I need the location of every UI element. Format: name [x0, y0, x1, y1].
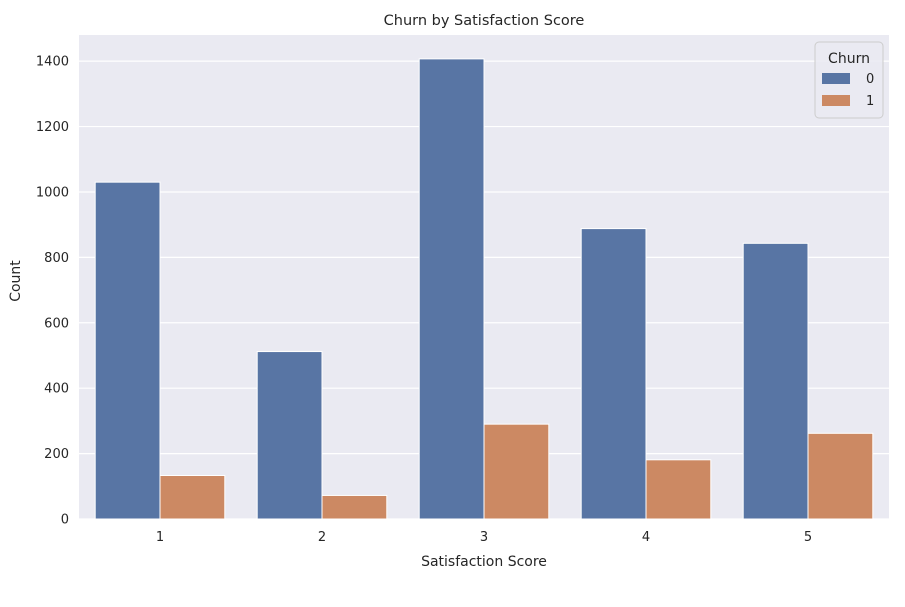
legend-swatch: [822, 73, 850, 84]
bar-score-2-churn-1: [321, 494, 388, 520]
bar-score-3-churn-1: [483, 423, 550, 520]
x-axis-ticks: 1 2 3 4 5: [156, 530, 812, 545]
bar-score-4-churn-0: [580, 228, 647, 520]
x-tick-label: 4: [642, 530, 650, 545]
x-tick-label: 2: [318, 530, 326, 545]
y-axis-ticks: 0 200 400 600 800 1000 1200 1400: [36, 55, 69, 528]
bar-score-5-churn-0: [742, 242, 809, 520]
legend-title: Churn: [828, 51, 870, 67]
y-tick-label: 1000: [36, 185, 69, 200]
x-axis-title: Satisfaction Score: [421, 554, 547, 570]
legend: Churn 0 1: [814, 41, 884, 119]
bars: [94, 58, 874, 520]
y-tick-label: 800: [44, 251, 69, 266]
y-tick-label: 200: [44, 447, 69, 462]
y-tick-label: 1400: [36, 55, 69, 70]
bar-score-4-churn-1: [645, 459, 712, 520]
x-tick-label: 5: [804, 530, 812, 545]
x-tick-label: 1: [156, 530, 164, 545]
legend-label: 1: [866, 94, 874, 109]
legend-swatch: [822, 95, 850, 106]
bar-score-2-churn-0: [256, 351, 323, 520]
legend-label: 0: [866, 72, 874, 87]
bar-score-5-churn-1: [807, 432, 874, 520]
y-axis-title: Count: [8, 260, 24, 302]
bar-score-3-churn-0: [418, 58, 485, 520]
y-tick-label: 600: [44, 316, 69, 331]
y-tick-label: 400: [44, 382, 69, 397]
y-tick-label: 0: [61, 513, 69, 528]
bar-score-1-churn-0: [94, 181, 161, 520]
x-tick-label: 3: [480, 530, 488, 545]
bar-score-1-churn-1: [159, 475, 226, 520]
y-tick-label: 1200: [36, 120, 69, 135]
chart-title: Churn by Satisfaction Score: [384, 13, 585, 29]
